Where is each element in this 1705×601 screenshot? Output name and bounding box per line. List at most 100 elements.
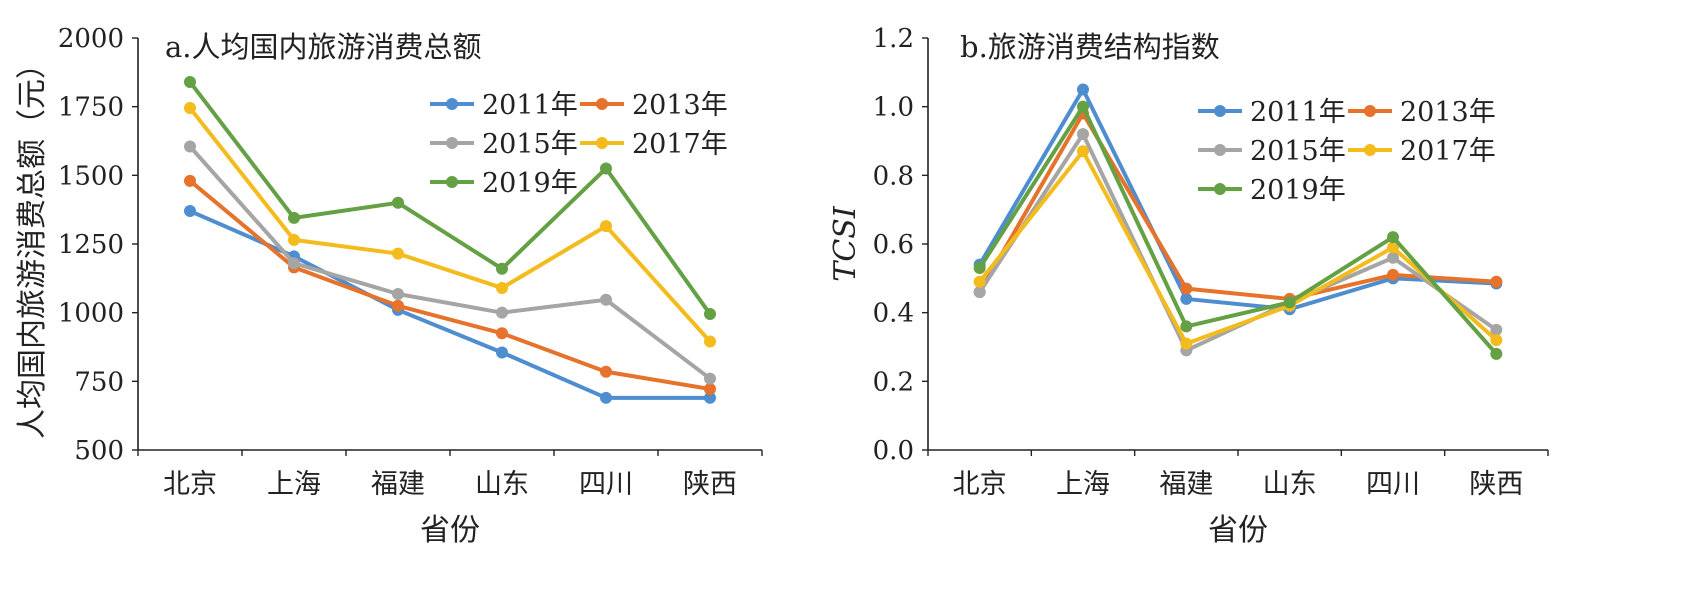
data-point <box>1077 100 1089 113</box>
y-tick-label: 0.0 <box>873 436 914 466</box>
x-tick-label: 陕西 <box>1469 469 1523 500</box>
data-point <box>1077 145 1089 158</box>
data-point <box>184 140 196 153</box>
legend-label: 2015年 <box>482 129 578 160</box>
y-tick-label: 1750 <box>58 93 124 123</box>
y-tick-label: 1000 <box>58 299 124 329</box>
series-line <box>189 209 710 400</box>
data-point <box>600 365 612 378</box>
data-point <box>1387 268 1399 281</box>
legend-label: 2019年 <box>1250 175 1346 206</box>
legend-swatch-marker <box>596 137 608 149</box>
data-point <box>1077 83 1089 96</box>
data-point <box>704 335 716 348</box>
series-line <box>188 106 712 343</box>
legend-swatch-marker <box>446 137 458 149</box>
data-point <box>704 372 716 385</box>
legend-label: 2017年 <box>1400 136 1496 167</box>
data-point <box>1180 320 1193 333</box>
data-point <box>1387 251 1399 264</box>
data-point <box>392 196 404 209</box>
x-axis-title: 省份 <box>420 513 480 548</box>
data-point <box>184 75 196 88</box>
legend-swatch-marker <box>1214 183 1226 195</box>
y-tick-label: 1500 <box>58 161 124 191</box>
data-point <box>1283 296 1296 309</box>
series-line <box>978 149 1498 346</box>
y-tick-label: 1250 <box>58 230 124 260</box>
x-tick-label: 山东 <box>1263 469 1317 500</box>
chart-title: b.旅游消费结构指数 <box>960 30 1220 64</box>
x-axis-title: 省份 <box>1208 513 1268 548</box>
data-point <box>600 391 612 404</box>
data-point <box>184 205 196 218</box>
data-point <box>288 233 300 246</box>
data-point <box>288 211 300 224</box>
series-line <box>977 111 1497 301</box>
y-axis-title: TCSI <box>828 205 863 282</box>
chart-title: a.人均国内旅游消费总额 <box>165 30 482 64</box>
y-tick-label: 1.0 <box>873 93 914 123</box>
legend-swatch-marker <box>596 98 608 110</box>
x-tick-label: 北京 <box>163 469 217 500</box>
legend-swatch-marker <box>446 98 458 110</box>
y-tick-label: 750 <box>74 367 124 397</box>
data-point <box>288 257 300 270</box>
x-tick-label: 陕西 <box>683 469 737 500</box>
data-point <box>1180 282 1193 295</box>
x-tick-label: 北京 <box>953 469 1007 500</box>
legend-swatch-marker <box>1364 144 1376 156</box>
data-point <box>496 327 508 340</box>
x-tick-label: 四川 <box>1366 469 1420 500</box>
data-point <box>600 293 612 306</box>
y-tick-label: 0.6 <box>873 230 914 260</box>
y-tick-label: 0.4 <box>873 299 914 329</box>
data-point <box>392 299 404 312</box>
data-point <box>1490 334 1503 347</box>
data-point <box>1387 241 1399 254</box>
series-line <box>977 87 1497 312</box>
y-tick-label: 0.2 <box>873 367 914 397</box>
y-tick-label: 2000 <box>58 24 124 54</box>
legend-label: 2013年 <box>1400 97 1496 128</box>
data-point <box>973 262 986 275</box>
data-point <box>392 287 404 300</box>
data-point <box>600 162 612 175</box>
legend-swatch-marker <box>1364 105 1376 117</box>
data-point <box>973 275 986 288</box>
data-point <box>704 308 716 321</box>
series-line <box>977 104 1498 356</box>
x-tick-label: 山东 <box>475 469 529 500</box>
data-point <box>1180 292 1193 305</box>
x-tick-label: 上海 <box>267 469 321 500</box>
y-tick-label: 0.8 <box>873 161 914 191</box>
series-line <box>188 145 712 381</box>
legend-label: 2011年 <box>482 90 578 121</box>
data-point <box>704 391 716 404</box>
y-axis-title: 人均国内旅游消费总额（元） <box>15 49 50 439</box>
legend-label: 2011年 <box>1250 97 1346 128</box>
legend-label: 2013年 <box>632 90 728 121</box>
data-point <box>496 281 508 294</box>
legend-swatch-marker <box>1214 144 1226 156</box>
data-point <box>184 174 196 187</box>
legend-swatch-marker <box>446 176 458 188</box>
y-tick-label: 1.2 <box>873 24 914 54</box>
legend-label: 2019年 <box>482 168 578 199</box>
data-point <box>1490 323 1503 336</box>
x-tick-label: 福建 <box>371 469 425 500</box>
chart-a: 2000 1750 1500 1250 1000 750 500 北京 上海 福建 山东 四川 陕西省份… <box>15 24 763 548</box>
data-point <box>1490 347 1503 360</box>
data-point <box>1387 231 1399 244</box>
legend-label: 2017年 <box>632 129 728 160</box>
data-point <box>704 383 716 396</box>
data-point <box>392 247 404 260</box>
x-tick-label: 上海 <box>1056 469 1110 500</box>
data-point <box>496 346 508 359</box>
series-line <box>188 80 712 316</box>
data-point <box>973 286 986 299</box>
legend-label: 2015年 <box>1250 136 1346 167</box>
data-point <box>1077 128 1089 141</box>
data-point <box>1490 275 1503 288</box>
